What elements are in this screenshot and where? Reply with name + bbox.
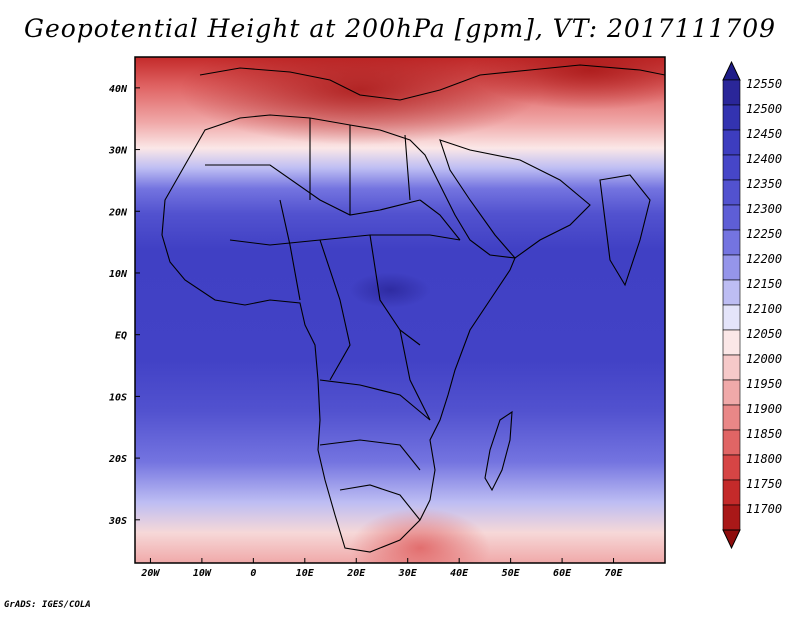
colorbar-label: 12300	[746, 202, 782, 216]
y-tick-label: EQ	[115, 331, 127, 342]
x-tick-label: 60E	[553, 568, 572, 579]
y-axis: 40N 30N 20N 10N EQ 10S 20S 30S	[108, 84, 140, 527]
y-tick-label: 30S	[108, 516, 127, 527]
colorbar-swatch	[722, 504, 741, 531]
colorbar-swatch	[722, 204, 741, 231]
colorbar-swatch	[722, 429, 741, 456]
colorbar-swatch	[722, 479, 741, 506]
colorbar-swatch	[722, 279, 741, 306]
colorbar-swatch	[722, 229, 741, 256]
y-tick-label: 10S	[109, 392, 127, 403]
colorbar-label: 11950	[746, 377, 782, 391]
colorbar-label: 11700	[746, 502, 782, 516]
colorbar-label: 12050	[746, 327, 782, 341]
colorbar-swatch	[722, 304, 741, 331]
colorbar-label: 12150	[746, 277, 782, 291]
colorbar-label: 11800	[746, 452, 782, 466]
x-tick-label: 30E	[398, 568, 418, 579]
x-tick-label: 70E	[605, 568, 624, 579]
colorbar-label: 11900	[746, 402, 782, 416]
colorbar-min-arrow	[722, 529, 741, 550]
colorbar-label: 12550	[746, 77, 782, 91]
colorbar-max-arrow	[722, 60, 741, 81]
colorbar-label: 12000	[746, 352, 782, 366]
x-tick-label: 10E	[296, 568, 315, 579]
colorbar-swatch	[722, 379, 741, 406]
colorbar-label: 12250	[746, 227, 782, 241]
map-title: Geopotential Height at 200hPa [gpm], VT:…	[23, 14, 777, 43]
y-tick-label: 10N	[109, 269, 128, 280]
colorbar-swatch	[722, 354, 741, 381]
colorbar-label: 12400	[746, 152, 782, 166]
x-tick-label: 20W	[140, 568, 160, 579]
colorbar-label: 12450	[746, 127, 782, 141]
colorbar-label: 11750	[746, 477, 782, 491]
colorbar: 12550 12500 12450 12400 12350 12300 12250 12200…	[722, 60, 782, 550]
x-tick-label: 10W	[193, 568, 212, 579]
x-tick-label: 20E	[346, 568, 366, 579]
x-tick-label: 0	[250, 568, 256, 579]
colorbar-swatch	[722, 104, 741, 131]
colorbar-swatch	[722, 329, 741, 356]
colorbar-label: 12100	[746, 302, 782, 316]
y-tick-label: 20N	[108, 207, 128, 218]
colorbar-swatch	[722, 129, 741, 156]
x-tick-label: 50E	[502, 568, 521, 579]
colorbar-swatch	[722, 179, 741, 206]
colorbar-label: 12500	[746, 102, 782, 116]
y-tick-label: 30N	[108, 146, 128, 157]
plot-frame	[134, 56, 666, 564]
colorbar-swatch	[722, 454, 741, 481]
colorbar-swatch	[722, 79, 741, 106]
y-tick-label: 20S	[108, 454, 127, 465]
colorbar-swatch	[722, 154, 741, 181]
footer-credit: GrADS: IGES/COLA	[4, 600, 91, 610]
colorbar-swatch	[722, 254, 741, 281]
x-tick-label: 40E	[450, 568, 469, 579]
coastlines	[161, 64, 665, 553]
colorbar-label: 12350	[746, 177, 782, 191]
shaded-field	[135, 57, 665, 563]
colorbar-label: 11850	[746, 427, 782, 441]
y-tick-label: 40N	[109, 84, 128, 95]
x-axis: 20W 10W 0 10E 20E 30E 40E 50E 60E 70E	[140, 558, 624, 579]
colorbar-label: 12200	[746, 252, 782, 266]
colorbar-swatch	[722, 404, 741, 431]
